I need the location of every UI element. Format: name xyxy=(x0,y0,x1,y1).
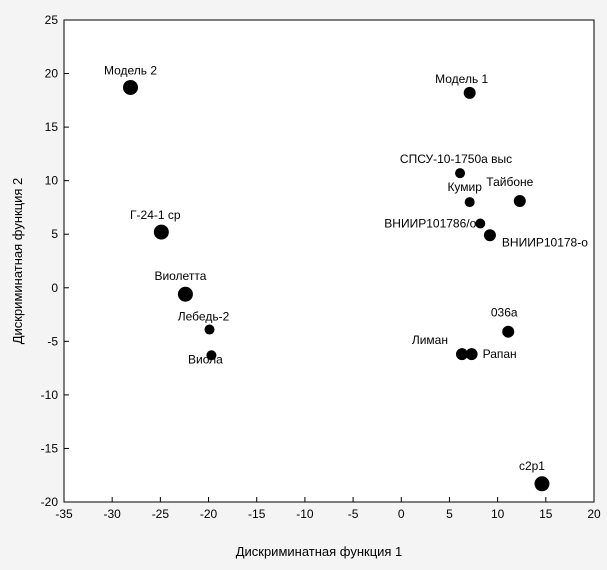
point-label: Г-24-1 ср xyxy=(130,208,181,222)
point-label: Рапан xyxy=(483,347,517,361)
x-tick-label: 0 xyxy=(398,507,405,521)
point-label: Модель 1 xyxy=(435,72,488,86)
x-tick-label: -20 xyxy=(200,507,218,521)
point-label: Тайбоне xyxy=(486,175,533,189)
point-label: с2р1 xyxy=(519,459,545,473)
point-label: Кумир xyxy=(447,180,482,194)
y-tick-label: -5 xyxy=(47,334,58,348)
point-label: 036а xyxy=(491,306,518,320)
data-point xyxy=(534,476,550,492)
data-point xyxy=(153,224,169,240)
y-tick-label: 15 xyxy=(45,120,59,134)
x-tick-label: -25 xyxy=(152,507,170,521)
data-point xyxy=(177,286,193,302)
x-tick-label: 15 xyxy=(539,507,553,521)
data-point xyxy=(475,218,486,229)
x-tick-label: 20 xyxy=(587,507,601,521)
point-label: Лебедь-2 xyxy=(178,310,230,324)
data-point xyxy=(483,229,496,242)
y-tick-label: -20 xyxy=(41,495,59,509)
x-axis: -35 -30 -25 -20 -15 -10 -5 0 5 10 15 20 xyxy=(55,497,601,521)
data-point xyxy=(513,195,526,208)
y-tick-label: 0 xyxy=(51,281,58,295)
point-label: ВНИИР10178-о xyxy=(502,235,588,249)
y-axis-title: Дискриминатная функция 2 xyxy=(10,178,25,345)
y-tick-label: -15 xyxy=(41,441,59,455)
y-tick-label: 10 xyxy=(45,174,59,188)
x-tick-label: -30 xyxy=(104,507,122,521)
data-point xyxy=(455,168,466,179)
x-tick-label: 5 xyxy=(446,507,453,521)
data-point xyxy=(206,350,217,361)
plot-area xyxy=(63,19,595,503)
x-axis-title: Дискриминатная функция 1 xyxy=(236,544,403,559)
x-tick-label: -15 xyxy=(248,507,266,521)
y-tick-label: -10 xyxy=(41,388,59,402)
x-tick-label: -5 xyxy=(348,507,359,521)
point-label: Виола xyxy=(188,352,223,366)
data-point xyxy=(204,324,215,335)
data-point xyxy=(502,325,515,338)
x-tick-label: -35 xyxy=(55,507,73,521)
point-label: ВНИИР101786/о xyxy=(384,217,476,231)
data-point xyxy=(455,348,468,361)
y-tick-label: 25 xyxy=(45,13,59,27)
point-label: Виолетта xyxy=(154,269,206,283)
y-axis: -20 -15 -10 -5 0 5 10 15 20 25 xyxy=(41,13,69,509)
y-tick-label: 20 xyxy=(45,67,59,81)
point-label: Лиман xyxy=(412,333,448,347)
data-point xyxy=(464,197,475,208)
point-label: Модель 2 xyxy=(104,63,157,77)
x-tick-label: 10 xyxy=(491,507,505,521)
x-tick-label: -10 xyxy=(296,507,314,521)
point-label: СПСУ-10-1750а выс xyxy=(400,152,512,166)
y-tick-label: 5 xyxy=(51,227,58,241)
data-point xyxy=(122,79,138,95)
data-point xyxy=(463,86,476,99)
data-points: Модель 2 Модель 1 СПСУ-10-1750а выс Кумир Та… xyxy=(104,63,588,492)
data-point xyxy=(465,348,478,361)
